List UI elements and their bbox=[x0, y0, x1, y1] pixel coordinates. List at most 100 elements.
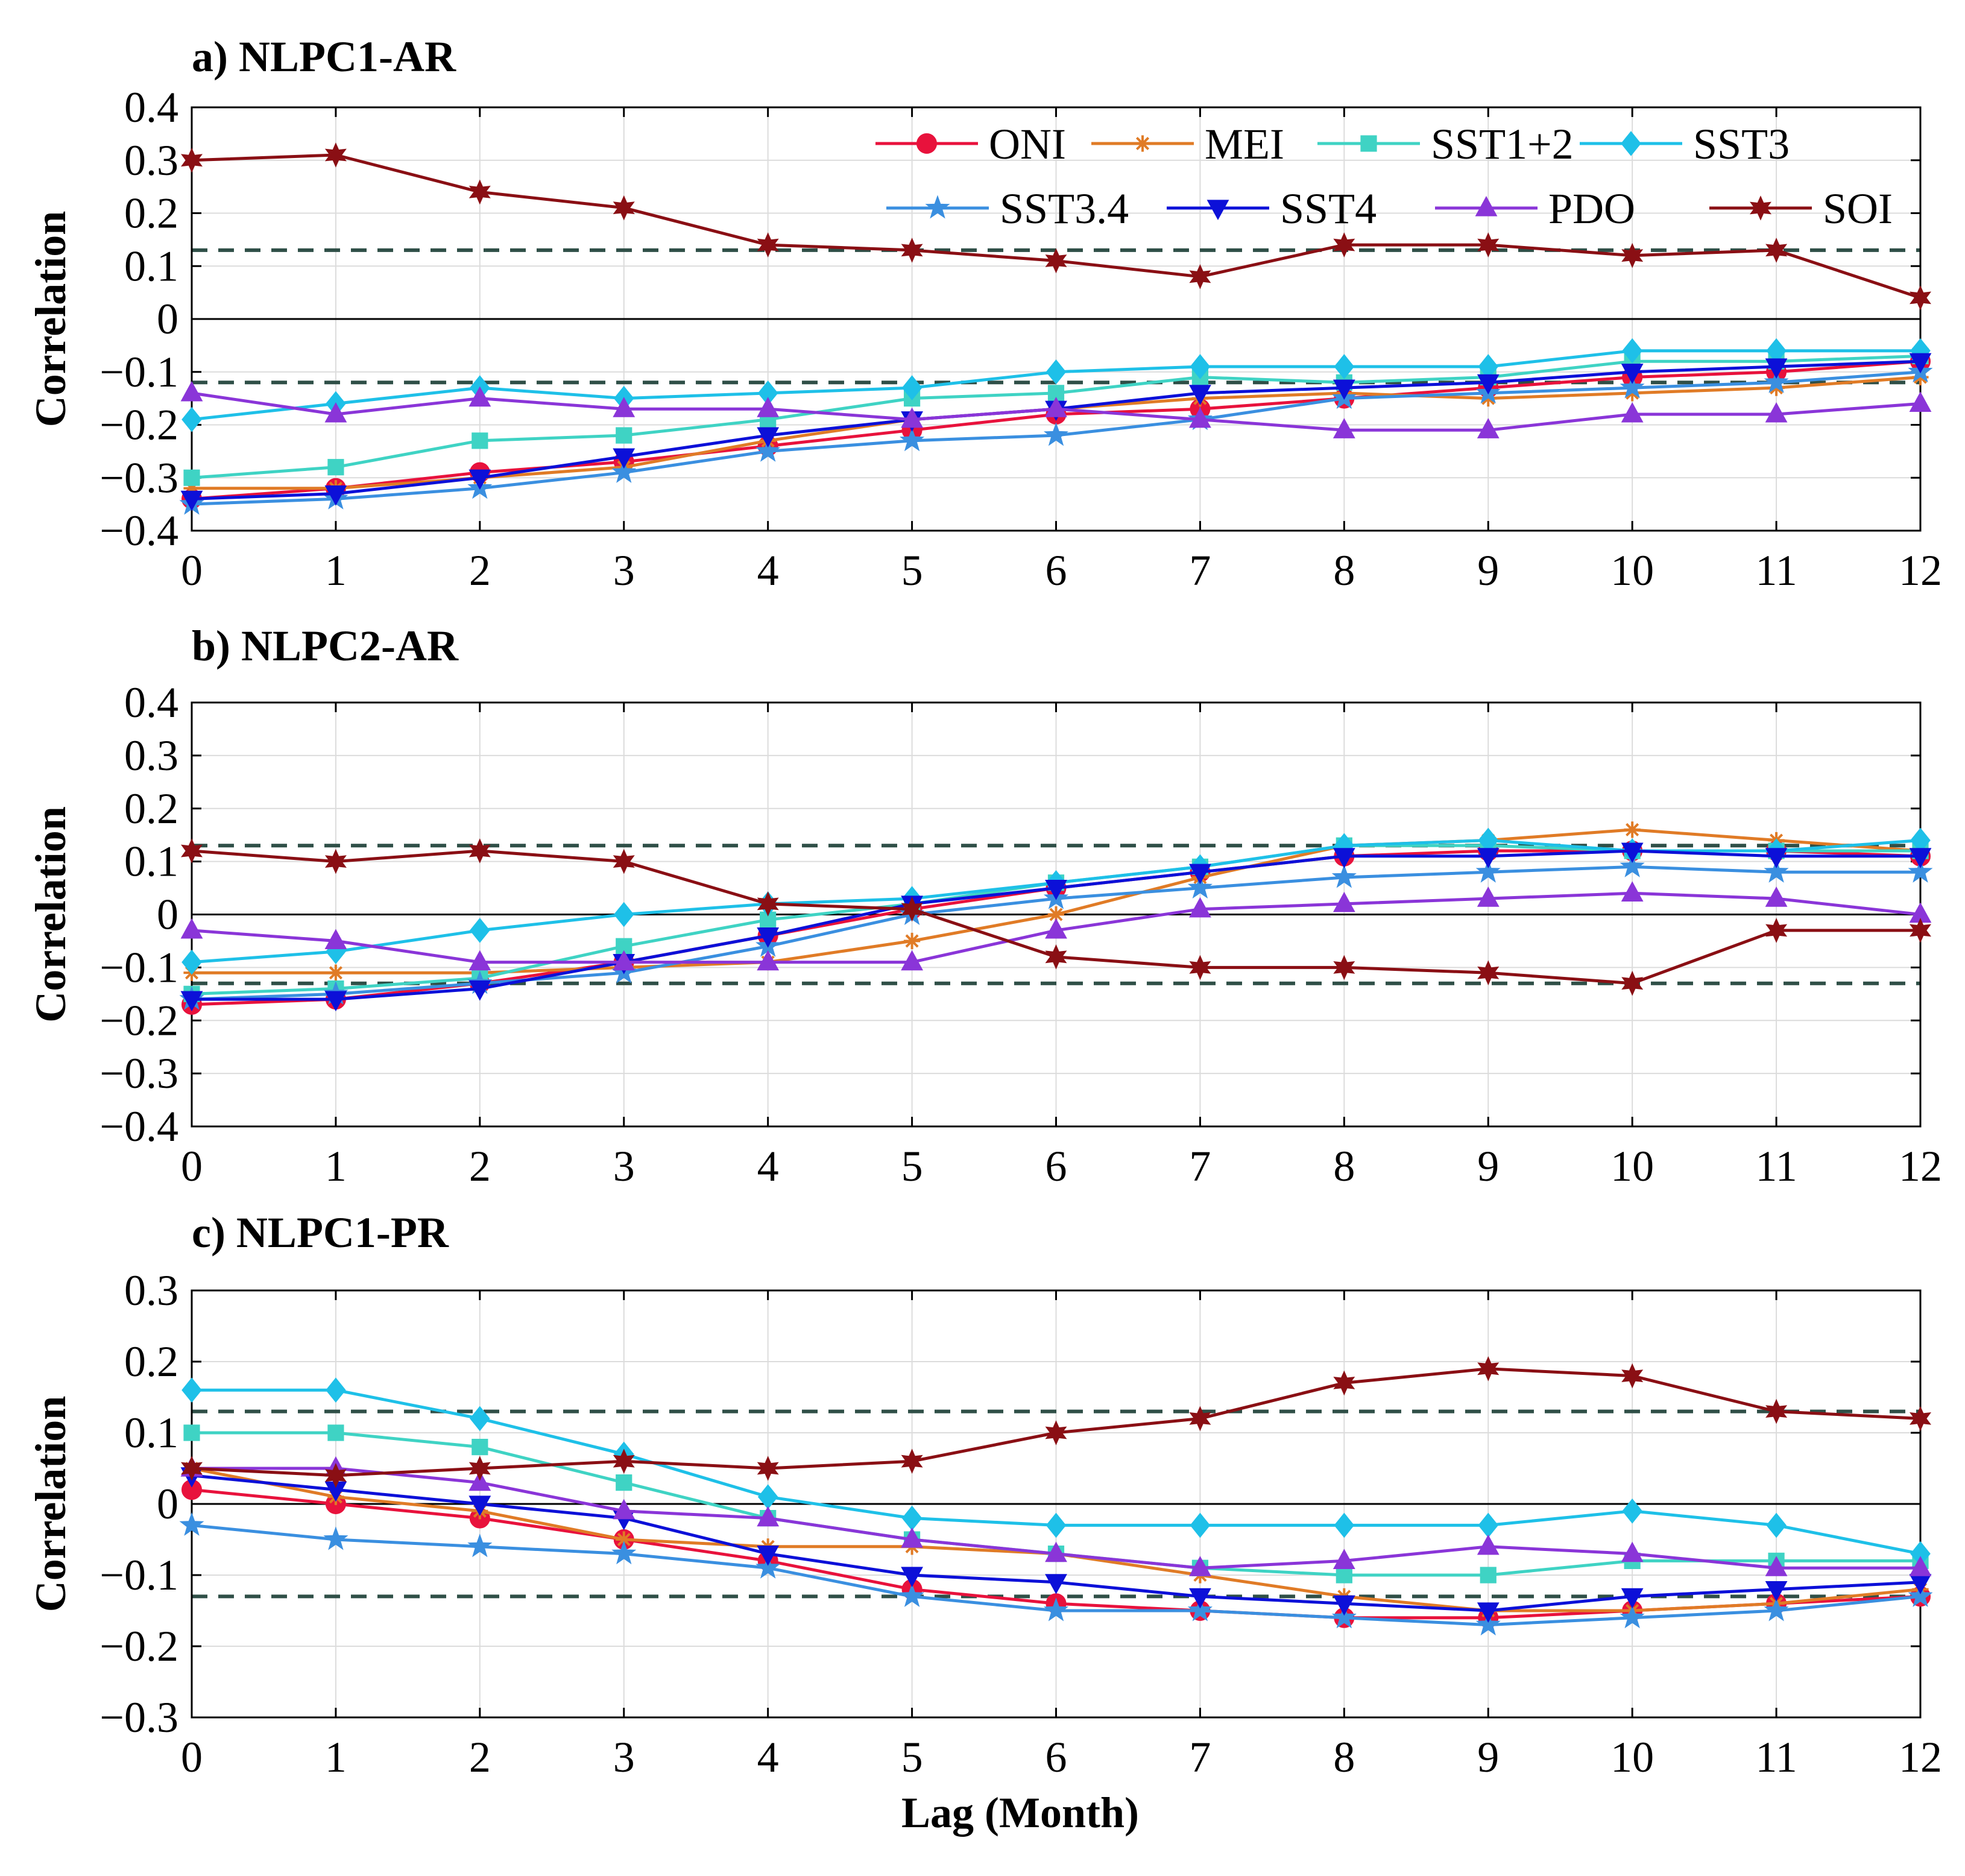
data-point bbox=[1908, 859, 1933, 883]
x-tick-label: 3 bbox=[613, 1142, 635, 1190]
x-tick-label: 12 bbox=[1899, 546, 1942, 595]
data-point bbox=[757, 1506, 780, 1527]
data-point bbox=[1765, 358, 1788, 379]
data-point bbox=[1044, 422, 1068, 446]
data-point bbox=[183, 1424, 200, 1441]
data-point bbox=[1621, 1363, 1644, 1389]
panel-1: 0 1 2 3 4 5 6 7 8 9 10 11 12−0.4−0.3−0.2−0.100.10.20… bbox=[27, 33, 1942, 595]
asterisk-stroke bbox=[905, 934, 919, 948]
data-point bbox=[755, 438, 781, 462]
legend-label: PDO bbox=[1548, 185, 1635, 233]
x-tick-label: 4 bbox=[757, 546, 779, 595]
data-point bbox=[903, 932, 921, 950]
data-point bbox=[613, 397, 636, 417]
data-point bbox=[1910, 285, 1931, 311]
data-point bbox=[1621, 402, 1644, 423]
series-pdo bbox=[180, 881, 1932, 971]
data-point bbox=[616, 1474, 632, 1491]
data-point bbox=[468, 469, 491, 490]
data-point bbox=[326, 1377, 346, 1403]
data-point bbox=[1477, 232, 1500, 257]
legend-label: SST1+2 bbox=[1431, 120, 1574, 168]
data-point bbox=[1477, 418, 1500, 438]
data-point bbox=[324, 1481, 347, 1502]
data-point bbox=[1187, 875, 1213, 899]
y-tick-label: −0.1 bbox=[99, 1551, 178, 1599]
x-tick-label: 1 bbox=[325, 1733, 347, 1781]
data-point bbox=[472, 1439, 488, 1456]
series-soi bbox=[181, 142, 1931, 311]
data-point bbox=[1909, 1574, 1932, 1594]
y-tick-label: 0.3 bbox=[124, 1266, 178, 1315]
data-point bbox=[179, 1512, 204, 1536]
data-point bbox=[757, 232, 779, 257]
data-point bbox=[468, 1456, 491, 1481]
y-tick-label: 0.2 bbox=[124, 785, 178, 833]
y-axis-label: Correlation bbox=[27, 1396, 75, 1612]
data-point bbox=[470, 918, 490, 943]
data-point bbox=[1477, 960, 1500, 985]
data-point bbox=[1620, 374, 1645, 399]
data-point bbox=[1909, 353, 1932, 374]
data-point bbox=[1189, 407, 1211, 428]
y-axis-label: Correlation bbox=[27, 211, 75, 428]
x-tick-label: 5 bbox=[901, 1733, 923, 1781]
data-point bbox=[1046, 1512, 1067, 1538]
data-point bbox=[611, 1541, 637, 1565]
data-point bbox=[468, 980, 491, 1001]
x-tick-label: 7 bbox=[1189, 1733, 1211, 1781]
legend-item: SST1+2 bbox=[1317, 120, 1574, 168]
data-point bbox=[1478, 827, 1499, 853]
series-soi bbox=[181, 838, 1931, 996]
legend-item: SST3.4 bbox=[886, 185, 1129, 233]
y-tick-label: 0.4 bbox=[124, 83, 178, 131]
data-point bbox=[468, 838, 491, 864]
data-point bbox=[616, 427, 632, 444]
data-point bbox=[327, 964, 344, 981]
data-point bbox=[468, 950, 491, 971]
data-point bbox=[901, 1505, 923, 1531]
legend-item: SST4 bbox=[1167, 185, 1377, 233]
data-point bbox=[1909, 1556, 1932, 1576]
asterisk-stroke bbox=[1135, 136, 1150, 151]
data-point bbox=[180, 991, 203, 1012]
legend-label: MEI bbox=[1205, 120, 1284, 168]
data-point bbox=[324, 142, 347, 168]
data-point bbox=[900, 1583, 925, 1607]
y-tick-label: 0.2 bbox=[124, 1338, 178, 1386]
data-point bbox=[1331, 1605, 1357, 1629]
legend-label: SOI bbox=[1823, 185, 1893, 233]
legend-marker bbox=[1621, 131, 1641, 156]
legend-marker bbox=[1750, 195, 1771, 221]
data-point bbox=[1910, 918, 1931, 943]
x-tick-label: 8 bbox=[1333, 546, 1355, 595]
x-tick-label: 6 bbox=[1046, 1733, 1067, 1781]
legend: ONI MEI SST1+2 SST3 SST3.4 SST4 PDO SOI bbox=[875, 120, 1893, 233]
x-tick-label: 12 bbox=[1899, 1733, 1942, 1781]
data-point bbox=[181, 148, 203, 173]
data-point bbox=[180, 490, 203, 511]
data-point bbox=[1333, 955, 1355, 981]
data-point bbox=[1909, 391, 1932, 412]
data-point bbox=[327, 1424, 344, 1441]
x-axis-label: Lag (Month) bbox=[901, 1789, 1139, 1837]
legend-item: SST3 bbox=[1580, 120, 1790, 168]
data-point bbox=[1478, 1512, 1499, 1538]
y-axis-label: Correlation bbox=[27, 806, 75, 1023]
legend-marker bbox=[925, 195, 950, 219]
x-tick-label: 10 bbox=[1610, 546, 1654, 595]
data-point bbox=[1764, 369, 1789, 393]
data-point bbox=[757, 427, 780, 448]
x-tick-label: 2 bbox=[469, 1733, 491, 1781]
y-tick-label: 0 bbox=[157, 1480, 178, 1528]
data-point bbox=[1187, 1597, 1213, 1622]
legend-item: SOI bbox=[1709, 185, 1893, 233]
data-point bbox=[1764, 859, 1789, 883]
y-tick-label: 0.1 bbox=[124, 242, 178, 290]
data-point bbox=[613, 950, 636, 971]
x-tick-label: 3 bbox=[613, 546, 635, 595]
legend-item: PDO bbox=[1435, 185, 1635, 233]
data-point bbox=[613, 1499, 636, 1520]
x-tick-label: 10 bbox=[1610, 1733, 1654, 1781]
